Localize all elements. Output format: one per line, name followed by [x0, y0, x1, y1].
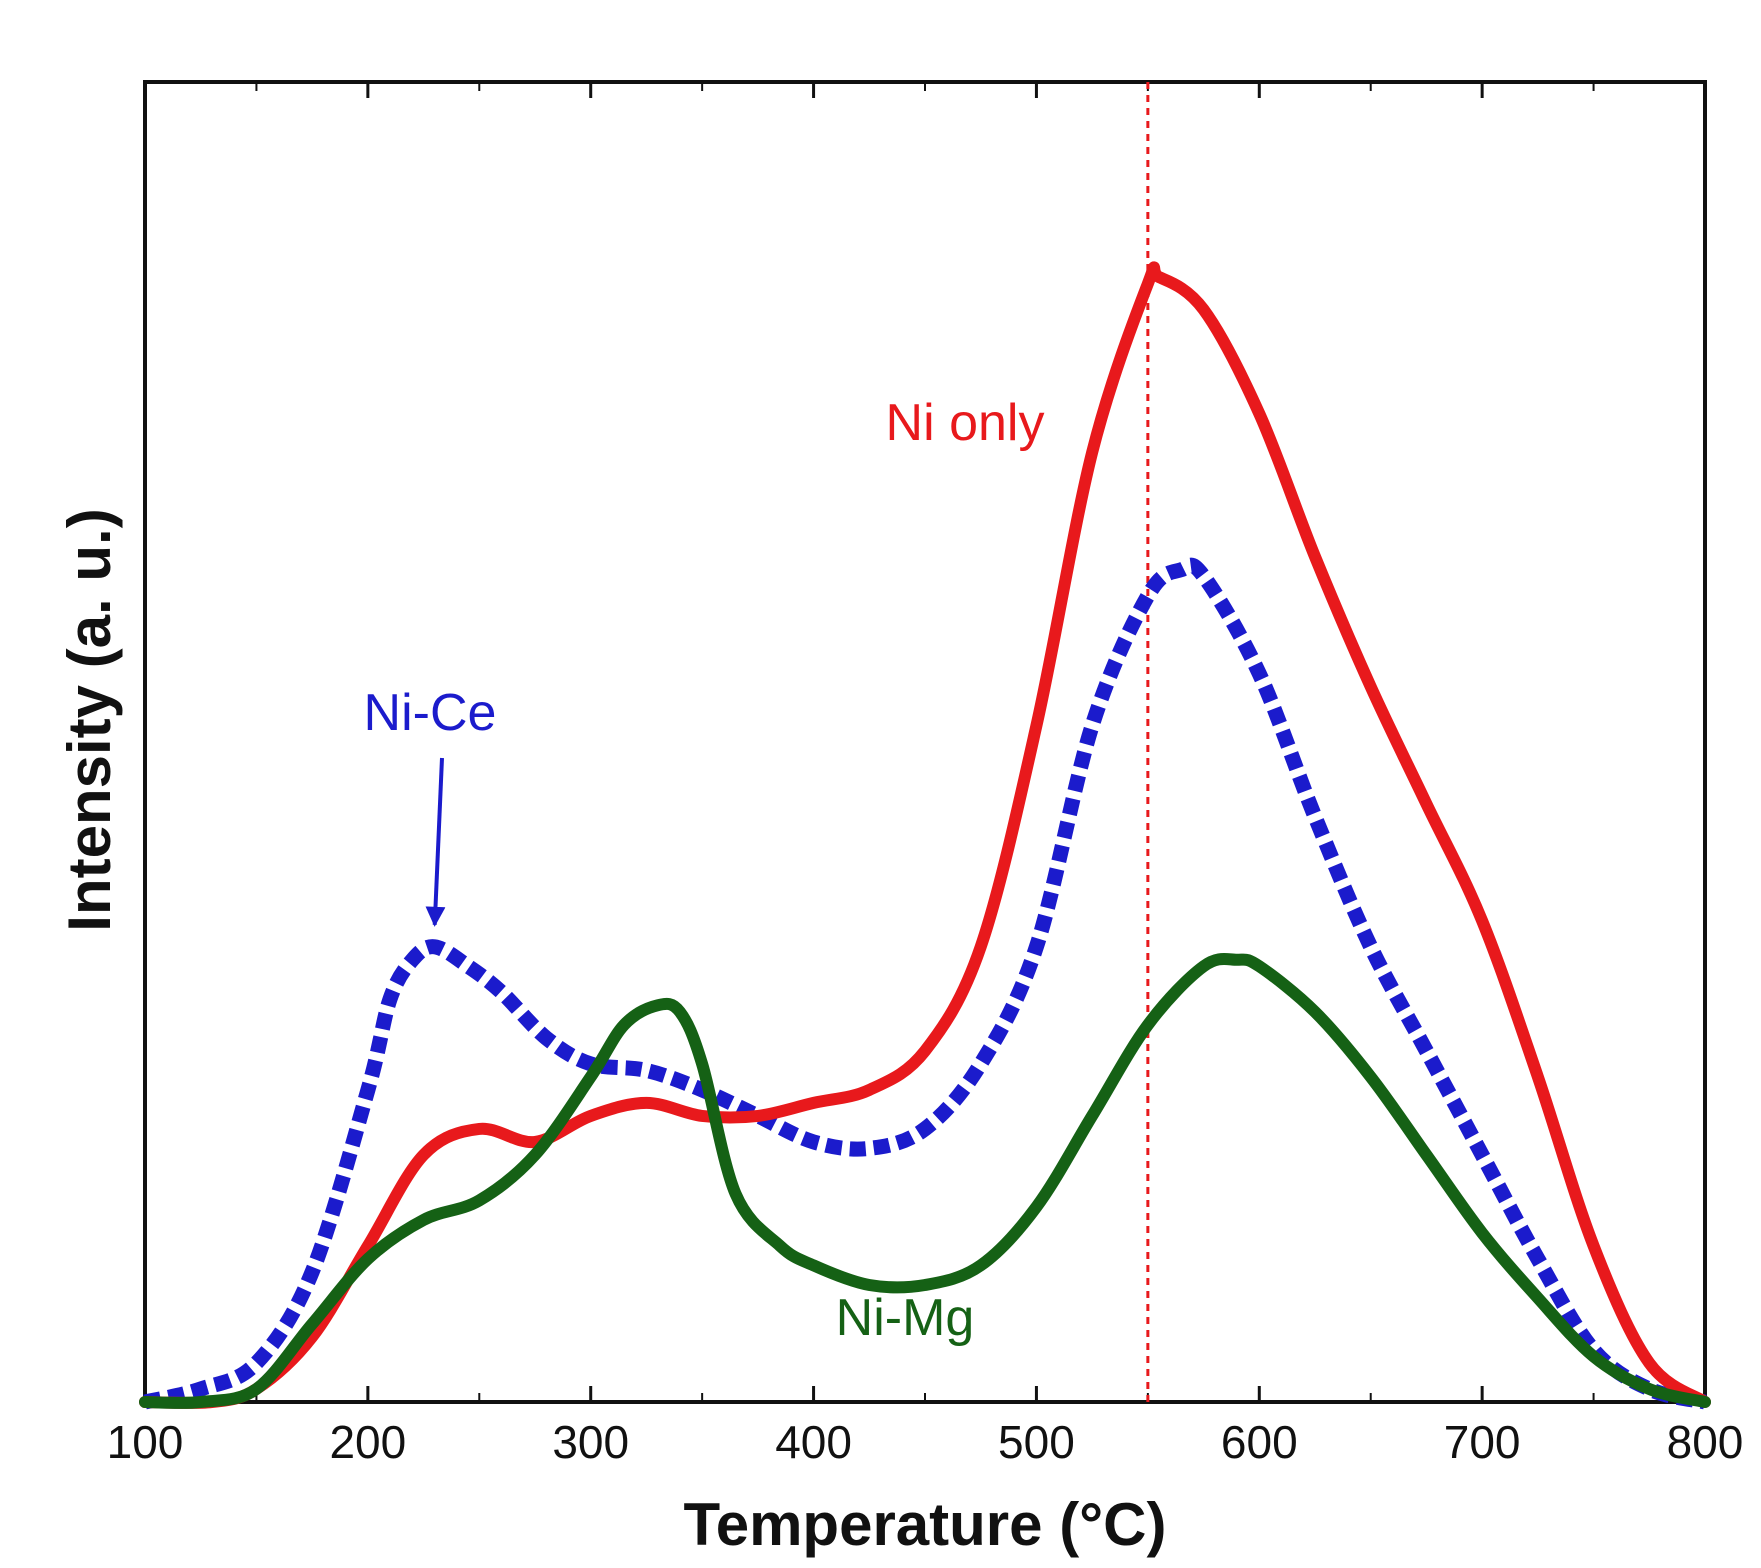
x-tick-label: 600 — [1221, 1416, 1298, 1468]
x-tick-label: 300 — [552, 1416, 629, 1468]
series-line-ni-ce — [143, 557, 1707, 1410]
x-tick-label: 400 — [775, 1416, 852, 1468]
x-tick-label: 200 — [329, 1416, 406, 1468]
x-tick-label: 500 — [998, 1416, 1075, 1468]
x-tick-label: 800 — [1667, 1416, 1744, 1468]
series-line-ni-mg — [139, 953, 1711, 1409]
x-tick-label: 100 — [107, 1416, 184, 1468]
series-label-ni-ce: Ni-Ce — [364, 684, 497, 742]
series-line-ni-only — [139, 261, 1711, 1409]
y-axis-title: Intensity (a. u.) — [56, 508, 123, 931]
series-label-ni-mg: Ni-Mg — [836, 1289, 975, 1347]
plot-frame — [143, 80, 1707, 1404]
series-layer — [139, 261, 1711, 1410]
plot-area-border — [143, 80, 1707, 1404]
series-label-ni-only: Ni only — [886, 394, 1045, 452]
series-label-arrow-ni-ce — [425, 757, 446, 927]
ticks: 100 200 300 400 500 600 700 800 — [107, 82, 1744, 1468]
annotation-layer: Ni only Ni-Ce Ni-Mg — [364, 394, 1045, 1347]
x-axis-title: Temperature (°C) — [684, 1491, 1167, 1558]
x-tick-label: 700 — [1444, 1416, 1521, 1468]
